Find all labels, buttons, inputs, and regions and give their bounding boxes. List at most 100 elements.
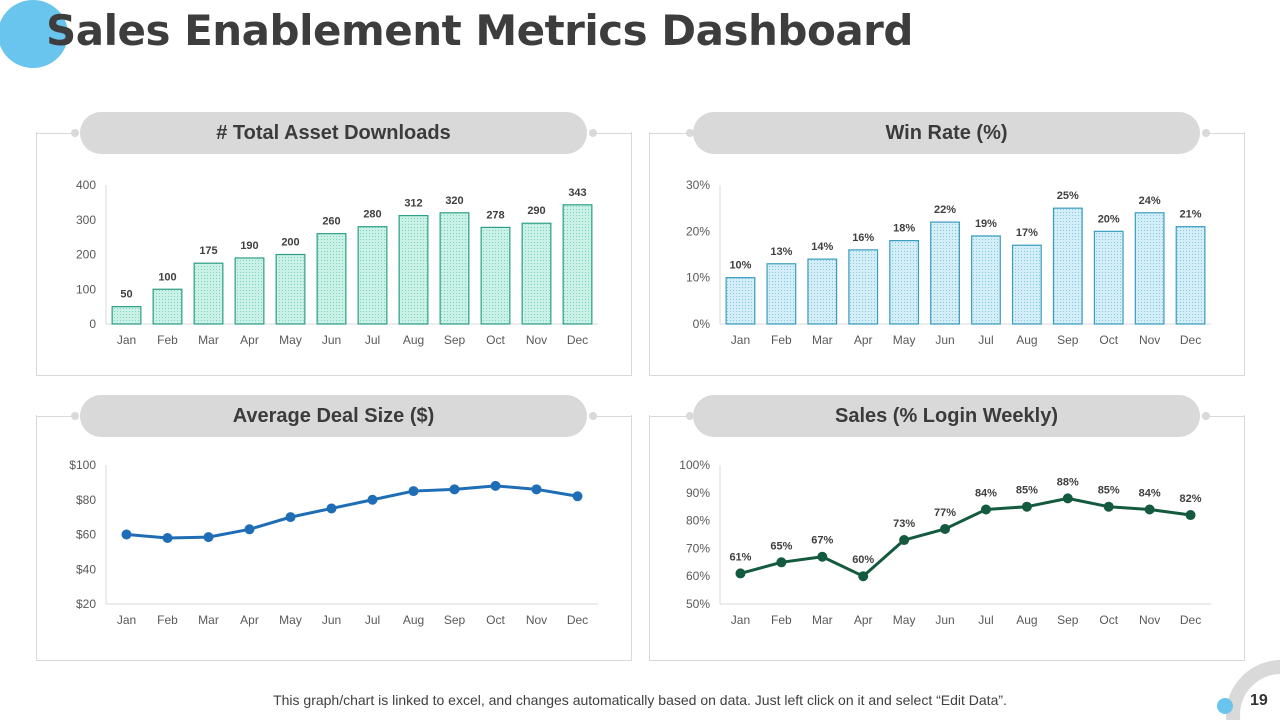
data-label: 18% <box>893 223 915 235</box>
x-tick-label: Apr <box>854 613 873 627</box>
y-tick-label: 50% <box>686 597 710 611</box>
y-tick-label: 100% <box>679 458 710 472</box>
data-point-mar[interactable] <box>203 532 214 543</box>
data-label: 65% <box>770 540 792 552</box>
data-point-may[interactable] <box>899 535 910 546</box>
bar-jun[interactable] <box>930 221 960 325</box>
x-tick-label: Aug <box>403 333 424 347</box>
y-tick-label: 100 <box>76 282 96 296</box>
bar-jan[interactable] <box>111 306 142 325</box>
connector-dot <box>589 412 597 420</box>
data-label: 50 <box>120 289 132 301</box>
chart-average-deal-size[interactable]: $20 $40 $60 $80 $100 Jan Feb Mar Apr May Jun Jul Aug… <box>36 450 632 640</box>
y-tick-label: 70% <box>686 541 710 555</box>
bar-mar[interactable] <box>193 262 224 325</box>
bar-apr[interactable] <box>234 257 265 325</box>
data-point-feb[interactable] <box>776 557 787 568</box>
chart-title-login-weekly: Sales (% Login Weekly) <box>693 395 1200 437</box>
data-point-may[interactable] <box>285 512 296 523</box>
data-point-apr[interactable] <box>244 524 255 535</box>
x-tick-label: May <box>893 333 916 347</box>
data-point-sep[interactable] <box>1062 493 1073 504</box>
x-tick-label: Oct <box>1099 613 1118 627</box>
series-line[interactable] <box>126 484 578 540</box>
x-tick-label: Aug <box>403 613 424 627</box>
y-tick-label: 60% <box>686 569 710 583</box>
data-point-dec[interactable] <box>572 491 583 502</box>
connector-dot <box>71 412 79 420</box>
connector-dot <box>589 129 597 137</box>
data-point-jun[interactable] <box>326 503 337 514</box>
y-tick-label: 20% <box>686 224 710 238</box>
x-tick-label: May <box>893 613 916 627</box>
bar-jul[interactable] <box>971 235 1001 325</box>
data-point-apr[interactable] <box>858 571 869 582</box>
bar-oct[interactable] <box>480 226 511 325</box>
bar-may[interactable] <box>275 253 306 325</box>
x-tick-label: Apr <box>240 333 259 347</box>
bar-mar[interactable] <box>807 258 838 325</box>
bar-aug[interactable] <box>398 214 429 325</box>
chart-sales-login-weekly[interactable]: 50% 60% 70% 80% 90% 100% Jan Feb Mar Apr May Jun Jul… <box>649 450 1245 640</box>
bar-nov[interactable] <box>521 222 552 325</box>
bar-jun[interactable] <box>316 233 347 325</box>
data-point-jun[interactable] <box>940 523 951 534</box>
bar-feb[interactable] <box>766 263 797 325</box>
chart-title-downloads: # Total Asset Downloads <box>80 112 587 154</box>
data-label: 312 <box>404 198 422 210</box>
x-tick-label: Oct <box>486 613 505 627</box>
x-tick-label: Jun <box>935 333 954 347</box>
bar-dec[interactable] <box>562 204 593 325</box>
x-tick-label: Jan <box>731 613 750 627</box>
x-tick-label: Sep <box>1057 333 1079 347</box>
data-point-jul[interactable] <box>980 504 991 515</box>
bar-feb[interactable] <box>152 288 183 325</box>
bar-nov[interactable] <box>1134 212 1165 325</box>
data-label: 17% <box>1016 227 1038 239</box>
data-label: 84% <box>1139 487 1161 499</box>
data-point-aug[interactable] <box>1021 501 1032 512</box>
bar-apr[interactable] <box>848 249 879 325</box>
data-point-aug[interactable] <box>408 486 419 497</box>
x-tick-label: Dec <box>567 333 588 347</box>
data-point-oct[interactable] <box>1103 501 1114 512</box>
data-label: 290 <box>527 205 545 217</box>
data-point-nov[interactable] <box>1144 504 1155 515</box>
chart-win-rate[interactable]: 0% 10% 20% 30% Jan Feb Mar Apr May Jun Jul Aug Sep Oc… <box>649 170 1245 360</box>
data-point-jul[interactable] <box>367 494 378 505</box>
x-tick-label: Jul <box>365 333 380 347</box>
title-accent-circle <box>0 0 68 68</box>
connector-dot <box>1202 129 1210 137</box>
x-tick-label: Aug <box>1016 333 1037 347</box>
y-tick-label: 0 <box>89 317 96 331</box>
data-label: 16% <box>852 232 874 244</box>
bar-oct[interactable] <box>1093 230 1124 325</box>
data-point-sep[interactable] <box>449 484 460 495</box>
connector-dot <box>71 129 79 137</box>
x-tick-label: Apr <box>854 333 873 347</box>
data-point-jan[interactable] <box>735 568 746 579</box>
data-label: 200 <box>281 237 299 249</box>
data-point-nov[interactable] <box>531 484 542 495</box>
chart-total-asset-downloads[interactable]: 0 100 200 300 400 Jan Feb Mar Apr May Jun Jul Aug Sep… <box>36 170 632 360</box>
bar-jan[interactable] <box>725 277 756 325</box>
bar-sep[interactable] <box>439 212 470 325</box>
bar-dec[interactable] <box>1175 226 1206 325</box>
bar-sep[interactable] <box>1052 207 1083 325</box>
x-tick-label: Mar <box>198 333 219 347</box>
data-label: 82% <box>1180 493 1202 505</box>
bar-aug[interactable] <box>1011 244 1042 325</box>
y-tick-label: $60 <box>76 528 96 542</box>
bar-may[interactable] <box>889 239 920 325</box>
data-point-mar[interactable] <box>817 551 828 562</box>
x-tick-label: Mar <box>198 613 219 627</box>
data-point-jan[interactable] <box>121 529 132 540</box>
data-point-feb[interactable] <box>162 532 173 543</box>
page-number: 19 <box>1250 692 1268 709</box>
data-point-oct[interactable] <box>490 480 501 491</box>
x-tick-label: Dec <box>1180 613 1201 627</box>
data-label: 13% <box>770 246 792 258</box>
bar-jul[interactable] <box>357 226 388 325</box>
series-line[interactable] <box>740 496 1191 578</box>
data-point-dec[interactable] <box>1185 510 1196 521</box>
